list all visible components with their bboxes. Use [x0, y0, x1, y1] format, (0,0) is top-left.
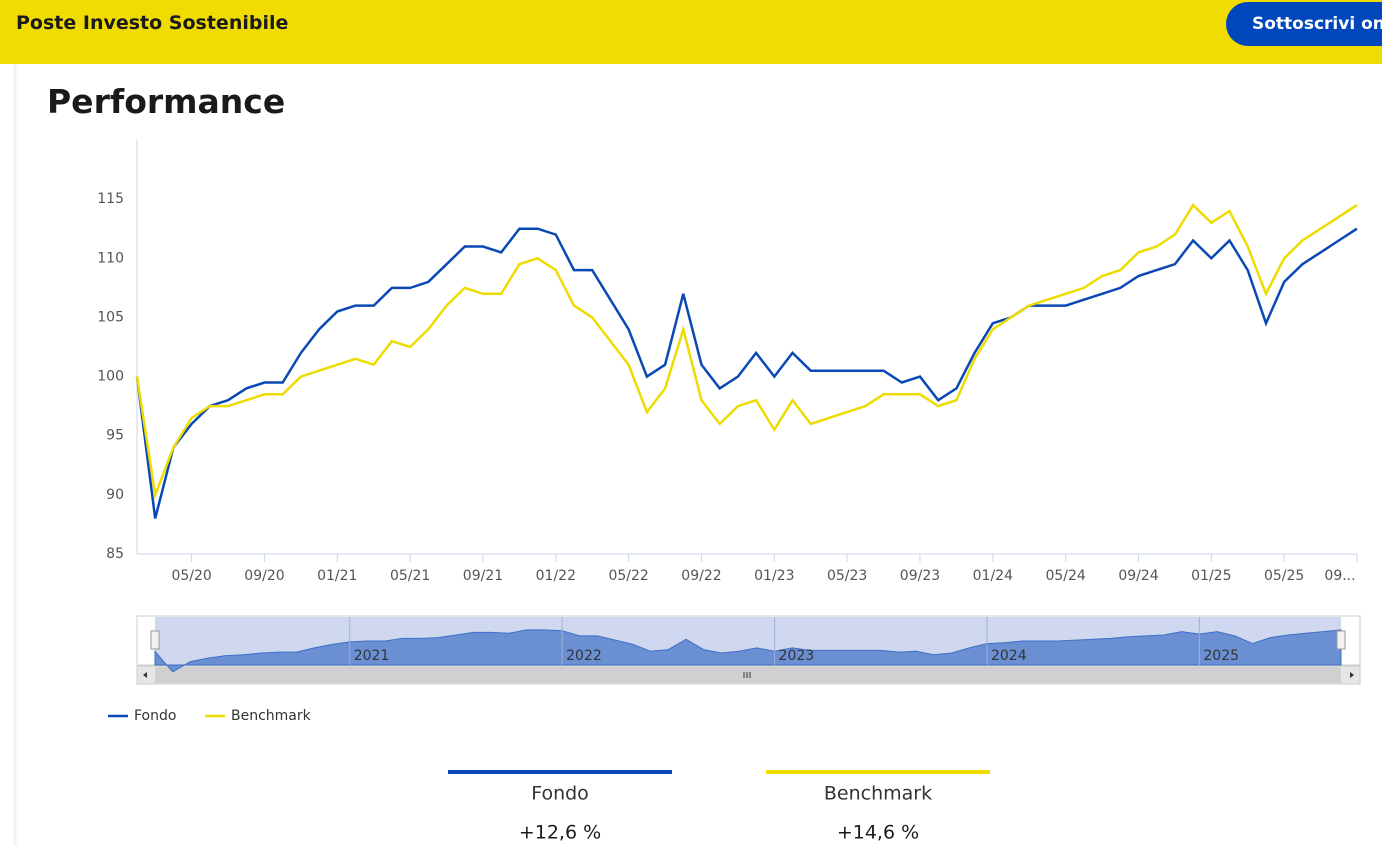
navigator-label: 2021: [354, 648, 390, 664]
navigator-label: 2023: [779, 648, 815, 664]
header: Poste Investo Sostenibile Sottoscrivi on…: [0, 0, 1382, 64]
x-tick-label: 05/25: [1264, 568, 1304, 584]
x-tick-label: 05/20: [171, 568, 211, 584]
navigator-label: 2025: [1203, 648, 1239, 664]
y-tick-label: 100: [97, 369, 124, 385]
x-tick-label: 09/20: [244, 568, 284, 584]
x-tick-label: 09...: [1324, 568, 1355, 584]
x-tick-label: 01/22: [536, 568, 576, 584]
scrollbar-thumb[interactable]: [155, 667, 1341, 683]
y-tick-label: 115: [97, 191, 124, 207]
x-tick-label: 05/24: [1045, 568, 1085, 584]
x-tick-label: 01/24: [973, 568, 1013, 584]
summary-name: Fondo: [531, 783, 589, 805]
navigator-label: 2024: [991, 648, 1027, 664]
summary-return: +14,6 %: [837, 822, 919, 844]
y-tick-label: 90: [106, 487, 124, 503]
x-tick-label: 01/21: [317, 568, 357, 584]
summary-bar: [448, 770, 672, 774]
x-tick-label: 01/23: [754, 568, 794, 584]
subscribe-button[interactable]: Sottoscrivi online: [1226, 2, 1382, 46]
brand-title: Poste Investo Sostenibile: [16, 12, 289, 34]
summary-return: +12,6 %: [519, 822, 601, 844]
legend-label: Fondo: [134, 708, 176, 724]
x-tick-label: 01/25: [1191, 568, 1231, 584]
section-title: Performance: [47, 82, 286, 121]
series-line: [135, 203, 1358, 500]
legend-label: Benchmark: [231, 708, 312, 724]
scroll-left-arrow[interactable]: [143, 672, 147, 678]
navigator-handle[interactable]: [1336, 630, 1346, 650]
scrollbar-grip: [743, 672, 751, 678]
navigator-label: 2022: [566, 648, 602, 664]
navigator-handle[interactable]: [150, 630, 160, 650]
x-tick-label: 05/23: [827, 568, 867, 584]
summary-bar: [766, 770, 990, 774]
x-tick-label: 09/23: [900, 568, 940, 584]
y-tick-label: 105: [97, 309, 124, 325]
x-tick-label: 05/21: [390, 568, 430, 584]
summary-name: Benchmark: [824, 783, 932, 805]
scroll-right-arrow[interactable]: [1350, 672, 1354, 678]
y-tick-label: 85: [106, 546, 124, 562]
x-tick-label: 09/21: [463, 568, 503, 584]
x-tick-label: 05/22: [608, 568, 648, 584]
x-tick-label: 09/24: [1118, 568, 1158, 584]
y-tick-label: 95: [106, 428, 124, 444]
y-tick-label: 110: [97, 250, 124, 266]
series-line: [135, 227, 1358, 519]
page-edge: [14, 64, 18, 846]
x-tick-label: 09/22: [681, 568, 721, 584]
